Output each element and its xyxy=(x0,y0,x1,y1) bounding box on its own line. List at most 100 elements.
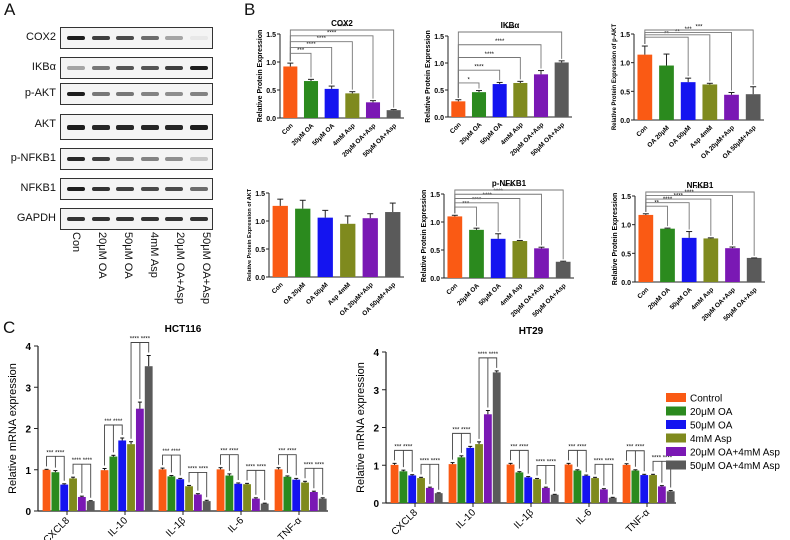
bar-50moa xyxy=(60,484,69,511)
bar-4 xyxy=(724,94,739,120)
chart-title-7: HT29 xyxy=(519,326,544,337)
blot-band xyxy=(165,66,183,70)
bar-5 xyxy=(745,94,761,120)
x-tick-label: 20μM OA xyxy=(647,286,672,311)
bar-4mmasp xyxy=(417,478,425,503)
bar-50moa4mmasp xyxy=(260,503,269,511)
bar-4 xyxy=(362,218,378,277)
x-tick-label: TNF-α xyxy=(276,515,304,540)
significance-label: **** xyxy=(472,197,482,203)
significance-label: *** xyxy=(297,48,305,54)
y-tick-label: 1.5 xyxy=(621,194,631,201)
bar-4mmasp xyxy=(475,444,483,503)
bar-50moa xyxy=(292,479,301,511)
y-tick-label: 1.5 xyxy=(620,32,630,39)
significance-bracket xyxy=(304,467,324,495)
bar-4 xyxy=(534,248,549,278)
bar-20moa xyxy=(109,456,118,511)
legend-swatch-2 xyxy=(666,420,686,429)
significance-label: *** **** xyxy=(394,444,413,450)
significance-label: **** xyxy=(327,30,337,36)
bar-3 xyxy=(702,84,718,120)
lane-label-1: 20μM OA xyxy=(96,232,108,279)
blot-band xyxy=(91,187,110,191)
y-tick-label: 1.0 xyxy=(255,219,265,226)
significance-label: **** xyxy=(317,36,327,42)
bar-3 xyxy=(340,223,356,277)
bar-4mmasp xyxy=(649,475,657,503)
y-tick-label: 0.0 xyxy=(434,115,444,122)
significance-label: **** **** xyxy=(594,458,615,464)
bar-50moa4mmasp xyxy=(666,491,675,503)
blot-band xyxy=(91,66,110,70)
bar-50moa4mmasp xyxy=(550,494,559,503)
significance-bracket xyxy=(652,460,672,488)
bar-2 xyxy=(492,84,507,117)
significance-bracket xyxy=(644,29,754,85)
significance-bracket xyxy=(278,454,297,476)
bar-50moa4mmasp xyxy=(144,366,153,511)
legend-swatch-0 xyxy=(666,393,686,402)
y-tick-label: 0 xyxy=(373,499,379,510)
y-axis-label: Relative Protein Expression xyxy=(425,30,432,123)
bar-0 xyxy=(451,101,466,117)
significance-bracket xyxy=(220,454,239,480)
significance-bracket xyxy=(104,424,123,466)
bar-control xyxy=(274,469,283,511)
blot-band xyxy=(116,157,134,161)
x-tick-label: Con xyxy=(636,286,650,300)
significance-label: **** xyxy=(495,39,505,45)
blot-band xyxy=(165,157,183,161)
significance-bracket xyxy=(188,471,208,498)
y-axis-label: Relative Protein Expression xyxy=(257,30,264,123)
blot-band xyxy=(67,125,85,130)
significance-label: *** **** xyxy=(510,444,529,450)
bar-3 xyxy=(703,238,719,282)
legend-swatch-5 xyxy=(666,460,686,470)
bar-20moa4mmasp xyxy=(251,498,260,511)
blot-band xyxy=(67,36,85,40)
bar-50moa xyxy=(118,440,127,511)
blot-band xyxy=(189,187,208,191)
significance-label: **** **** xyxy=(536,459,557,465)
bar-1 xyxy=(471,92,487,117)
y-tick-label: 1.5 xyxy=(434,34,444,41)
significance-bracket xyxy=(478,357,498,439)
bar-4mmasp xyxy=(185,486,193,511)
bar-20moa4mmasp xyxy=(657,486,666,503)
significance-label: *** **** xyxy=(568,444,587,450)
lane-label-3: 4mM Asp xyxy=(148,232,160,278)
bar-20moa xyxy=(225,475,234,511)
y-tick-label: 1.0 xyxy=(430,220,440,227)
y-tick-label: 1.5 xyxy=(266,32,276,39)
blot-band xyxy=(189,36,208,40)
y-tick-label: 1.0 xyxy=(620,61,630,68)
significance-bracket xyxy=(645,191,755,256)
y-tick-label: 0.5 xyxy=(620,89,630,96)
x-tick-label: Con xyxy=(445,282,459,296)
blot-band xyxy=(116,187,134,191)
significance-label: *** xyxy=(695,25,703,31)
significance-label: **** xyxy=(337,25,347,31)
x-tick-label: IL-1β xyxy=(512,507,536,531)
bar-4 xyxy=(533,74,549,117)
blot-band xyxy=(91,217,110,221)
significance-label: **** **** xyxy=(246,464,267,470)
x-tick-label: OA 20μM xyxy=(282,281,307,306)
bar-5 xyxy=(555,261,571,278)
bar-2 xyxy=(317,217,333,277)
x-tick-label: OA 20μM xyxy=(646,124,671,149)
y-tick-label: 1.5 xyxy=(255,191,265,198)
blot-band xyxy=(189,125,208,130)
y-tick-label: 1.0 xyxy=(266,60,276,67)
y-tick-label: 1 xyxy=(25,466,31,477)
bar-1 xyxy=(660,228,675,282)
legend-item-5: 50μM OA+4mM Asp xyxy=(690,461,780,472)
bar-control xyxy=(448,464,457,503)
y-tick-label: 0.0 xyxy=(430,276,440,283)
blot-strip-2 xyxy=(60,83,213,105)
bar-4mmasp xyxy=(69,478,77,511)
significance-bracket xyxy=(420,463,440,490)
significance-bracket xyxy=(289,29,395,108)
blot-label-1: IKBα xyxy=(31,61,56,73)
